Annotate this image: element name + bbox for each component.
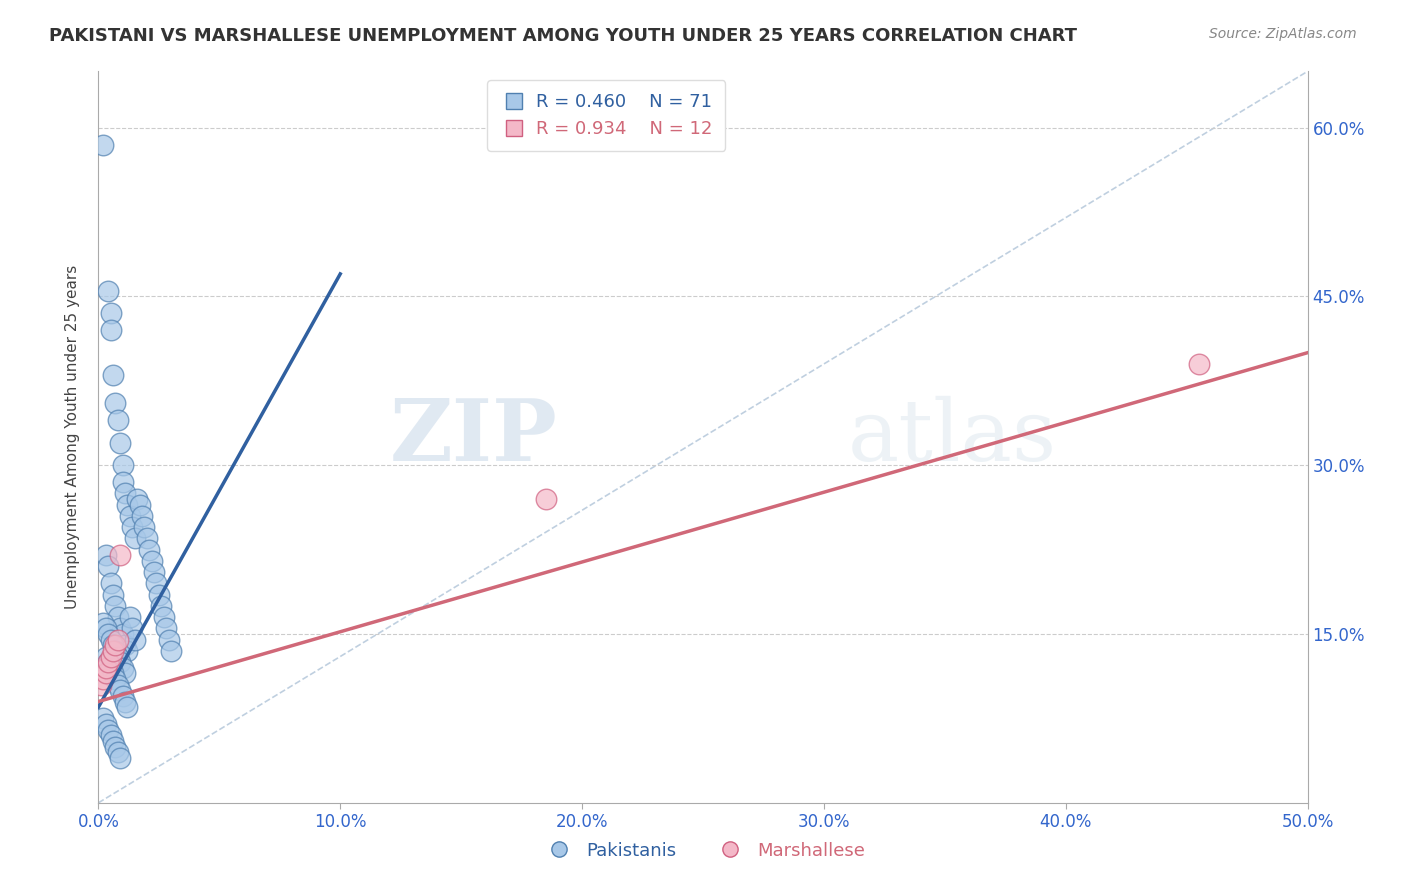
Text: atlas: atlas <box>848 395 1057 479</box>
Point <box>104 396 127 410</box>
Point <box>108 435 131 450</box>
Point <box>114 486 136 500</box>
Point <box>150 599 173 613</box>
Point <box>97 655 120 669</box>
Point <box>97 723 120 737</box>
Point <box>111 627 134 641</box>
Point <box>124 632 146 647</box>
Point <box>155 621 177 635</box>
Point <box>108 683 131 698</box>
Point <box>141 554 163 568</box>
Point <box>138 542 160 557</box>
Point <box>117 700 139 714</box>
Point <box>108 751 131 765</box>
Legend: Pakistanis, Marshallese: Pakistanis, Marshallese <box>534 835 872 867</box>
Point <box>111 689 134 703</box>
Point <box>100 632 122 647</box>
Point <box>121 520 143 534</box>
Point <box>108 621 131 635</box>
Point <box>148 588 170 602</box>
Point <box>104 672 127 686</box>
Point <box>104 599 127 613</box>
Point <box>118 508 141 523</box>
Point <box>114 694 136 708</box>
Point <box>117 644 139 658</box>
Point <box>128 498 150 512</box>
Point <box>100 728 122 742</box>
Point <box>100 649 122 664</box>
Point <box>118 610 141 624</box>
Point <box>135 532 157 546</box>
Point <box>107 413 129 427</box>
Point <box>114 638 136 652</box>
Point <box>145 576 167 591</box>
Point <box>91 672 114 686</box>
Point <box>91 711 114 725</box>
Point <box>94 621 117 635</box>
Point <box>131 508 153 523</box>
Point <box>97 559 120 574</box>
Point <box>94 661 117 675</box>
Point <box>107 649 129 664</box>
Point <box>97 627 120 641</box>
Point <box>94 717 117 731</box>
Point <box>108 655 131 669</box>
Point <box>127 491 149 506</box>
Point <box>101 644 124 658</box>
Point <box>97 655 120 669</box>
Point <box>97 284 120 298</box>
Point <box>107 678 129 692</box>
Point <box>134 520 156 534</box>
Point <box>107 632 129 647</box>
Point <box>94 649 117 664</box>
Point <box>94 548 117 562</box>
Text: ZIP: ZIP <box>389 395 558 479</box>
Point <box>107 610 129 624</box>
Point <box>91 137 114 152</box>
Point <box>94 666 117 681</box>
Point <box>100 661 122 675</box>
Point <box>104 644 127 658</box>
Point <box>111 458 134 473</box>
Y-axis label: Unemployment Among Youth under 25 years: Unemployment Among Youth under 25 years <box>65 265 80 609</box>
Point <box>104 638 127 652</box>
Point <box>100 576 122 591</box>
Point <box>101 588 124 602</box>
Point <box>91 615 114 630</box>
Point <box>124 532 146 546</box>
Point <box>101 638 124 652</box>
Text: PAKISTANI VS MARSHALLESE UNEMPLOYMENT AMONG YOUTH UNDER 25 YEARS CORRELATION CHA: PAKISTANI VS MARSHALLESE UNEMPLOYMENT AM… <box>49 27 1077 45</box>
Point <box>100 306 122 320</box>
Point <box>117 498 139 512</box>
Point <box>100 323 122 337</box>
Point <box>101 666 124 681</box>
Point <box>101 368 124 383</box>
Point <box>160 644 183 658</box>
Point <box>90 678 112 692</box>
Point <box>101 734 124 748</box>
Point <box>104 739 127 754</box>
Text: Source: ZipAtlas.com: Source: ZipAtlas.com <box>1209 27 1357 41</box>
Point <box>534 491 557 506</box>
Point <box>152 610 174 624</box>
Point <box>143 565 166 579</box>
Point <box>108 548 131 562</box>
Point <box>121 621 143 635</box>
Point <box>111 475 134 489</box>
Point <box>157 632 180 647</box>
Point <box>111 661 134 675</box>
Point <box>1188 357 1211 371</box>
Point <box>114 666 136 681</box>
Point <box>107 745 129 759</box>
